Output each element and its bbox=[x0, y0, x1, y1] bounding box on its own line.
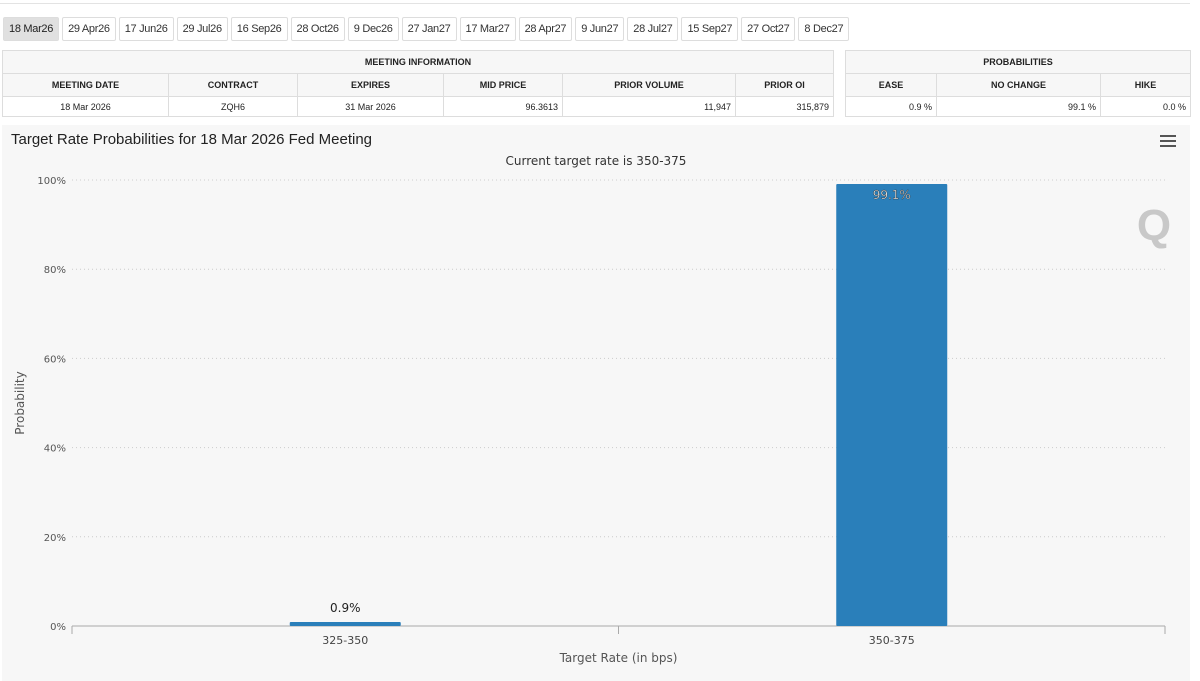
ease-value: 0.9 % bbox=[845, 96, 937, 117]
probabilities-table: PROBABILITIES EASE NO CHANGE HIKE 0.9 % … bbox=[845, 50, 1191, 117]
tab-29-apr26[interactable]: 29 Apr26 bbox=[62, 17, 116, 41]
col-hike: HIKE bbox=[1100, 73, 1191, 97]
watermark-logo-icon: Q bbox=[1137, 201, 1171, 250]
hike-value: 0.0 % bbox=[1100, 96, 1191, 117]
tab-28-jul27[interactable]: 28 Jul27 bbox=[627, 17, 679, 41]
y-tick-label: 20% bbox=[44, 533, 66, 544]
tab-8-dec27[interactable]: 8 Dec27 bbox=[798, 17, 850, 41]
tab-17-mar27[interactable]: 17 Mar27 bbox=[459, 17, 516, 41]
tab-17-jun26[interactable]: 17 Jun26 bbox=[118, 17, 174, 41]
tab-9-dec26[interactable]: 9 Dec26 bbox=[347, 17, 399, 41]
col-prior-volume: PRIOR VOLUME bbox=[562, 73, 736, 97]
col-prior-oi: PRIOR OI bbox=[735, 73, 834, 97]
x-axis-title: Target Rate (in bps) bbox=[559, 651, 678, 665]
meeting-info-header: MEETING INFORMATION bbox=[2, 50, 834, 74]
mid-price-value: 96.3613 bbox=[443, 96, 563, 117]
data-label: 0.9% bbox=[330, 601, 361, 615]
y-tick-label: 0% bbox=[50, 622, 66, 633]
meeting-date-value: 18 Mar 2026 bbox=[2, 96, 169, 117]
col-no-change: NO CHANGE bbox=[936, 73, 1101, 97]
y-tick-label: 100% bbox=[37, 176, 66, 187]
data-label: 99.1% bbox=[873, 188, 911, 202]
col-expires: EXPIRES bbox=[297, 73, 444, 97]
y-tick-label: 60% bbox=[44, 354, 66, 365]
probabilities-header: PROBABILITIES bbox=[845, 50, 1191, 74]
y-tick-label: 80% bbox=[44, 265, 66, 276]
tab-16-sep26[interactable]: 16 Sep26 bbox=[230, 17, 288, 41]
chart-title: Target Rate Probabilities for 18 Mar 202… bbox=[11, 131, 373, 148]
y-tick-label: 40% bbox=[44, 444, 66, 455]
tab-29-jul26[interactable]: 29 Jul26 bbox=[176, 17, 228, 41]
chart-plot: 0% 20% 40% 60% 80% 100% 325-350 0.9% 350-375 99.1… bbox=[13, 176, 1171, 665]
y-axis-title: Probability bbox=[13, 371, 27, 434]
meeting-tabs: 18 Mar26 29 Apr26 17 Jun26 29 Jul26 16 Sep26… bbox=[3, 17, 850, 41]
tab-27-jan27[interactable]: 27 Jan27 bbox=[401, 17, 457, 41]
probability-chart: Target Rate Probabilities for 18 Mar 202… bbox=[2, 125, 1190, 681]
bar-325-350 bbox=[289, 621, 401, 626]
expires-value: 31 Mar 2026 bbox=[297, 96, 444, 117]
tab-15-sep27[interactable]: 15 Sep27 bbox=[681, 17, 739, 41]
meeting-info-table: MEETING INFORMATION MEETING DATE CONTRAC… bbox=[2, 50, 834, 117]
no-change-value: 99.1 % bbox=[936, 96, 1101, 117]
tab-28-apr27[interactable]: 28 Apr27 bbox=[518, 17, 573, 41]
tab-9-jun27[interactable]: 9 Jun27 bbox=[575, 17, 625, 41]
bar-350-375 bbox=[836, 184, 948, 626]
x-tick-label: 350-375 bbox=[869, 634, 915, 647]
contract-value: ZQH6 bbox=[168, 96, 298, 117]
tab-18-mar26[interactable]: 18 Mar26 bbox=[3, 17, 60, 41]
x-tick-label: 325-350 bbox=[322, 634, 368, 647]
tab-27-oct27[interactable]: 27 Oct27 bbox=[741, 17, 796, 41]
col-contract: CONTRACT bbox=[168, 73, 298, 97]
top-divider bbox=[0, 3, 1190, 4]
tab-28-oct26[interactable]: 28 Oct26 bbox=[290, 17, 345, 41]
col-meeting-date: MEETING DATE bbox=[2, 73, 169, 97]
prior-volume-value: 11,947 bbox=[562, 96, 736, 117]
col-ease: EASE bbox=[845, 73, 937, 97]
chart-subtitle: Current target rate is 350-375 bbox=[505, 154, 687, 168]
col-mid-price: MID PRICE bbox=[443, 73, 563, 97]
chart-menu-icon[interactable] bbox=[1160, 135, 1176, 150]
prior-oi-value: 315,879 bbox=[735, 96, 834, 117]
